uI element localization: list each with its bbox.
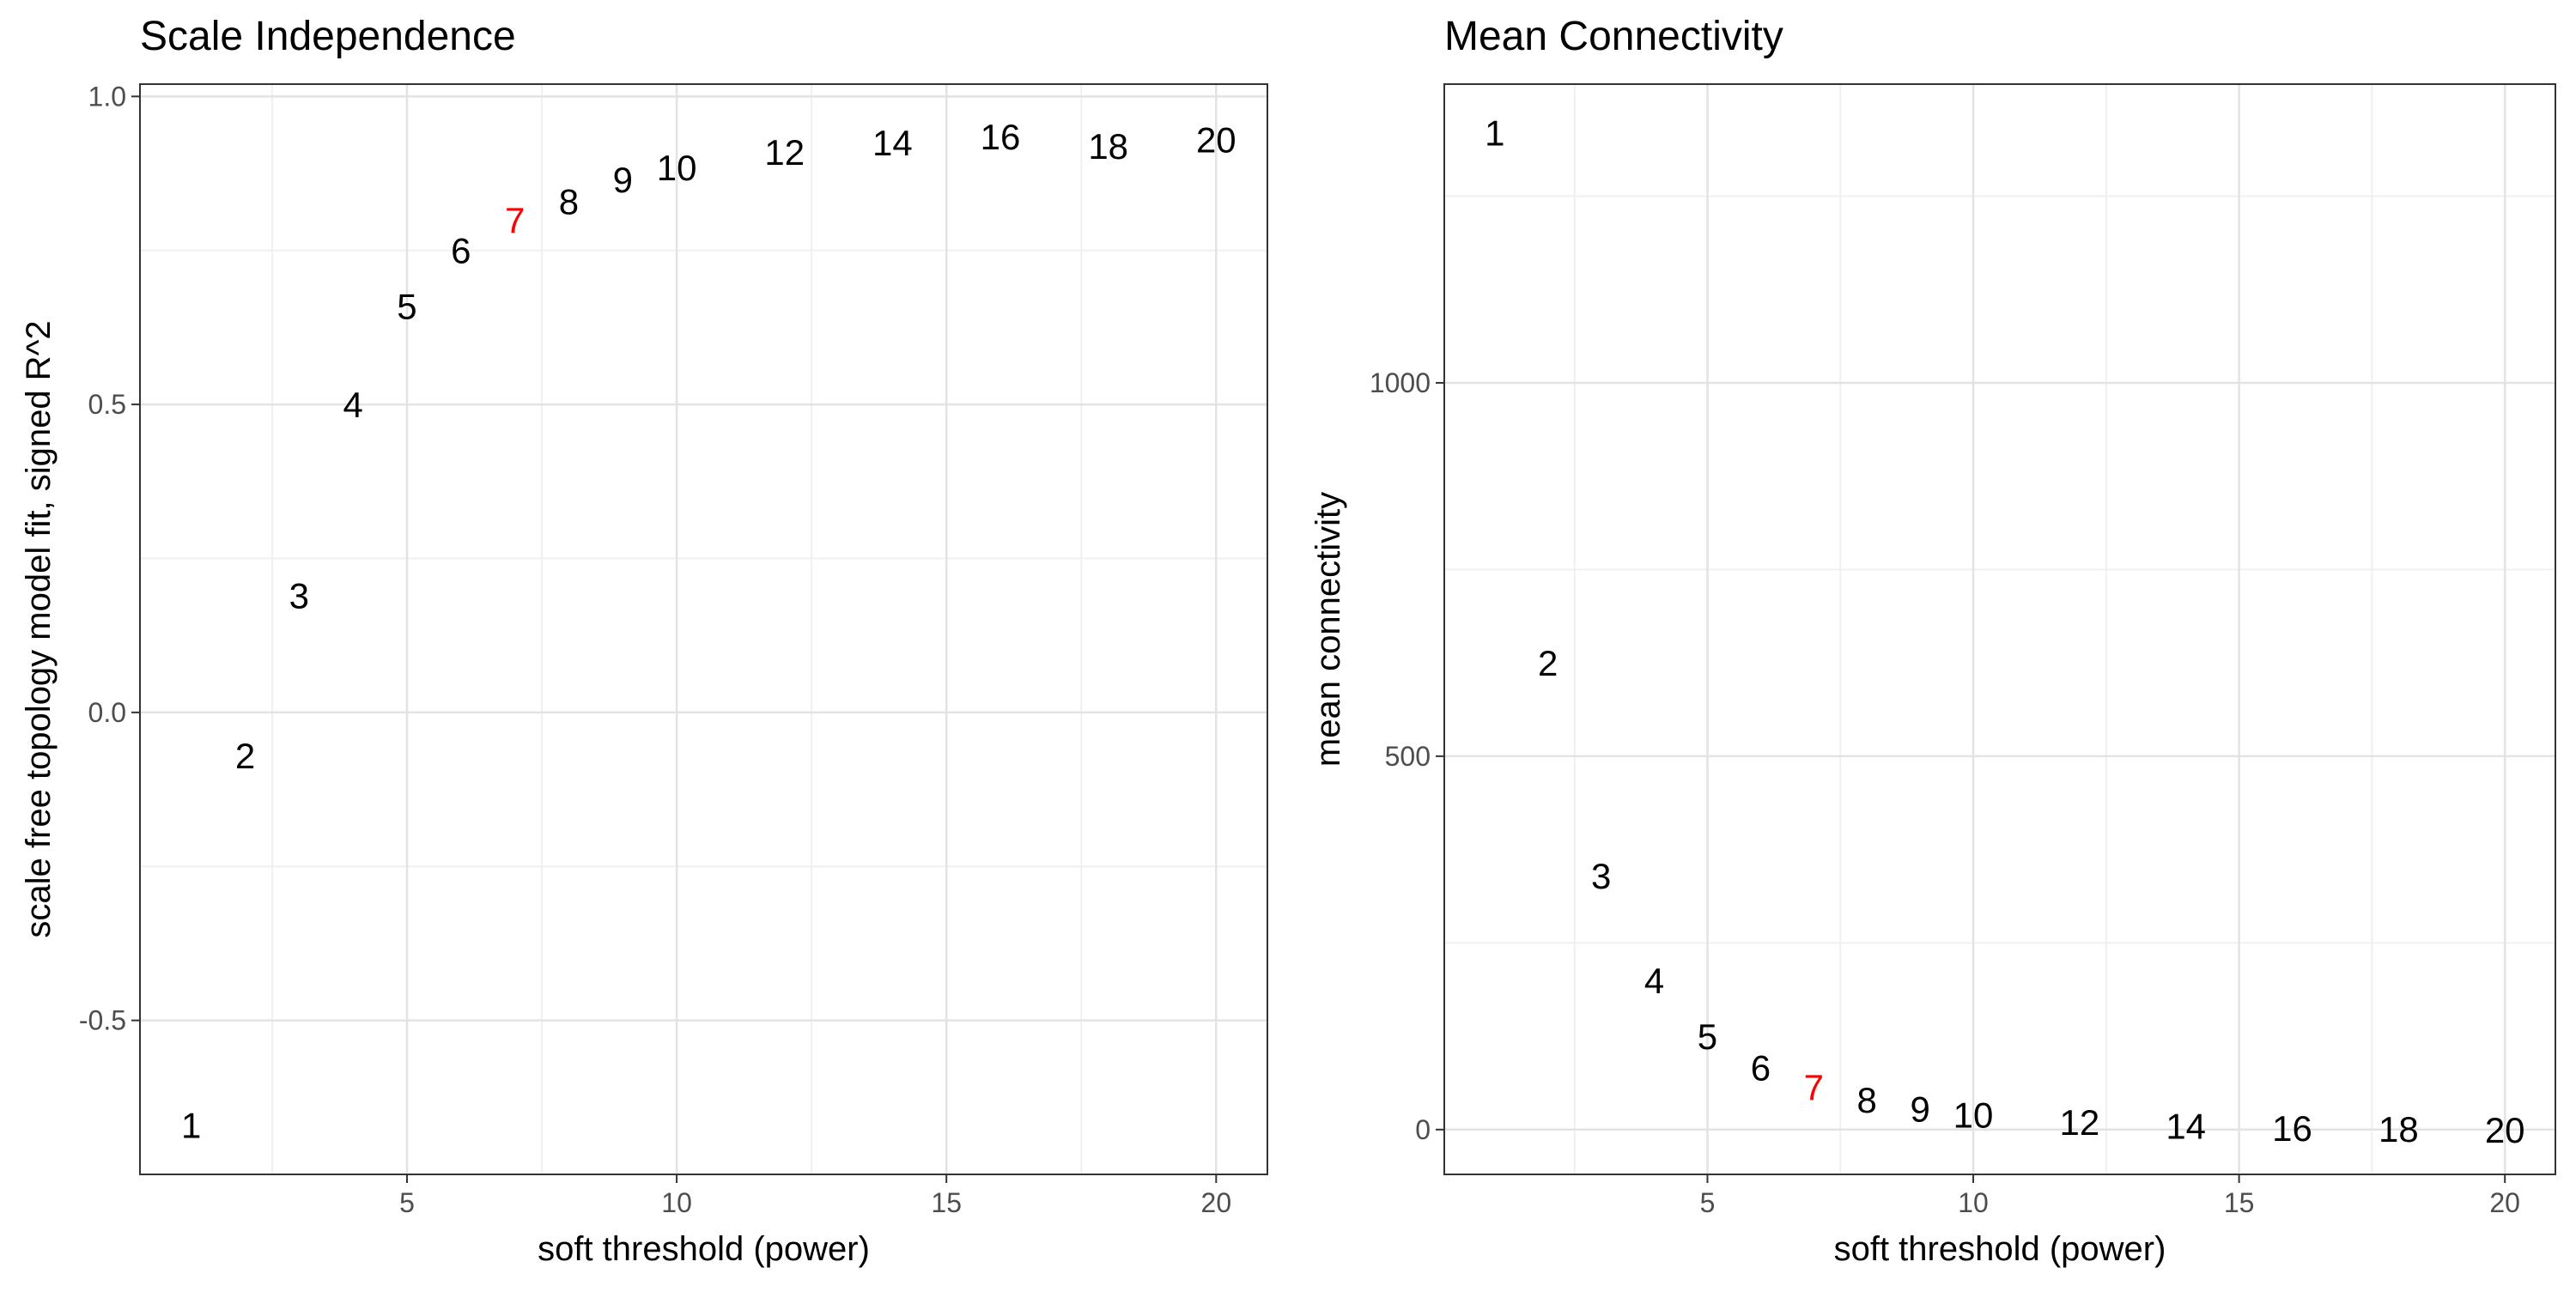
point-label: 6 <box>451 231 471 271</box>
point-label: 12 <box>764 132 805 173</box>
x-tick-label: 5 <box>399 1187 415 1218</box>
x-axis-ticks: 5 10 15 20 <box>399 1174 1231 1218</box>
grid <box>1444 84 2555 1174</box>
point-label: 8 <box>559 181 579 221</box>
x-tick-label: 5 <box>1700 1187 1716 1218</box>
point-label: 8 <box>1857 1080 1877 1120</box>
point-label: 14 <box>2166 1106 2206 1146</box>
point-label: 4 <box>1644 961 1664 1001</box>
x-tick-label: 20 <box>1201 1187 1232 1218</box>
point-label: 12 <box>2060 1102 2100 1143</box>
x-axis-label: soft threshold (power) <box>538 1230 870 1268</box>
x-axis-ticks: 5 10 15 20 <box>1700 1174 2520 1218</box>
point-label: 10 <box>1953 1095 1994 1135</box>
point-label: 3 <box>1591 856 1611 896</box>
y-tick-label: 0.5 <box>88 389 126 420</box>
x-tick-label: 10 <box>661 1187 692 1218</box>
point-label: 5 <box>397 286 416 326</box>
point-label: 5 <box>1698 1016 1717 1057</box>
x-tick-label: 15 <box>2224 1187 2255 1218</box>
y-tick-label: -0.5 <box>79 1005 126 1036</box>
y-tick-label: 1.0 <box>88 81 126 112</box>
chart-title: Scale Independence <box>140 14 516 59</box>
x-tick-label: 10 <box>1958 1187 1989 1218</box>
x-tick-label: 15 <box>931 1187 962 1218</box>
x-tick-label: 20 <box>2489 1187 2520 1218</box>
point-label-highlighted: 7 <box>1804 1067 1824 1107</box>
y-axis-ticks: -0.5 0.0 0.5 1.0 <box>79 81 140 1036</box>
chart-title: Mean Connectivity <box>1444 14 1783 59</box>
plot-border <box>1443 83 2556 1175</box>
point-label: 2 <box>235 736 255 776</box>
point-label: 18 <box>1088 126 1128 167</box>
point-label: 18 <box>2379 1109 2419 1149</box>
point-label-highlighted: 7 <box>505 200 525 240</box>
point-label: 9 <box>1910 1089 1929 1129</box>
point-label: 3 <box>289 576 309 616</box>
point-label: 20 <box>1196 120 1236 161</box>
y-axis-label: scale free topology model fit, signed R^… <box>20 320 58 937</box>
point-label: 16 <box>981 117 1021 157</box>
point-label: 9 <box>613 160 633 200</box>
point-label: 10 <box>657 148 697 188</box>
y-tick-label: 0 <box>1415 1114 1431 1145</box>
y-tick-label: 1000 <box>1370 367 1431 398</box>
point-label: 14 <box>872 123 913 163</box>
x-axis-label: soft threshold (power) <box>1834 1230 2166 1268</box>
point-label: 1 <box>181 1106 201 1146</box>
y-axis-label: mean connectivity <box>1309 492 1347 767</box>
point-label: 2 <box>1538 643 1558 683</box>
point-label: 16 <box>2272 1108 2312 1149</box>
point-label: 20 <box>2485 1110 2525 1150</box>
y-axis-ticks: 0 500 1000 <box>1370 367 1444 1145</box>
grid <box>140 84 1267 1175</box>
point-label: 1 <box>1485 113 1504 154</box>
point-label: 4 <box>343 385 362 425</box>
y-tick-label: 0.0 <box>88 697 126 728</box>
plot-border <box>139 83 1268 1175</box>
y-tick-label: 500 <box>1385 741 1431 772</box>
point-label: 6 <box>1751 1048 1771 1089</box>
